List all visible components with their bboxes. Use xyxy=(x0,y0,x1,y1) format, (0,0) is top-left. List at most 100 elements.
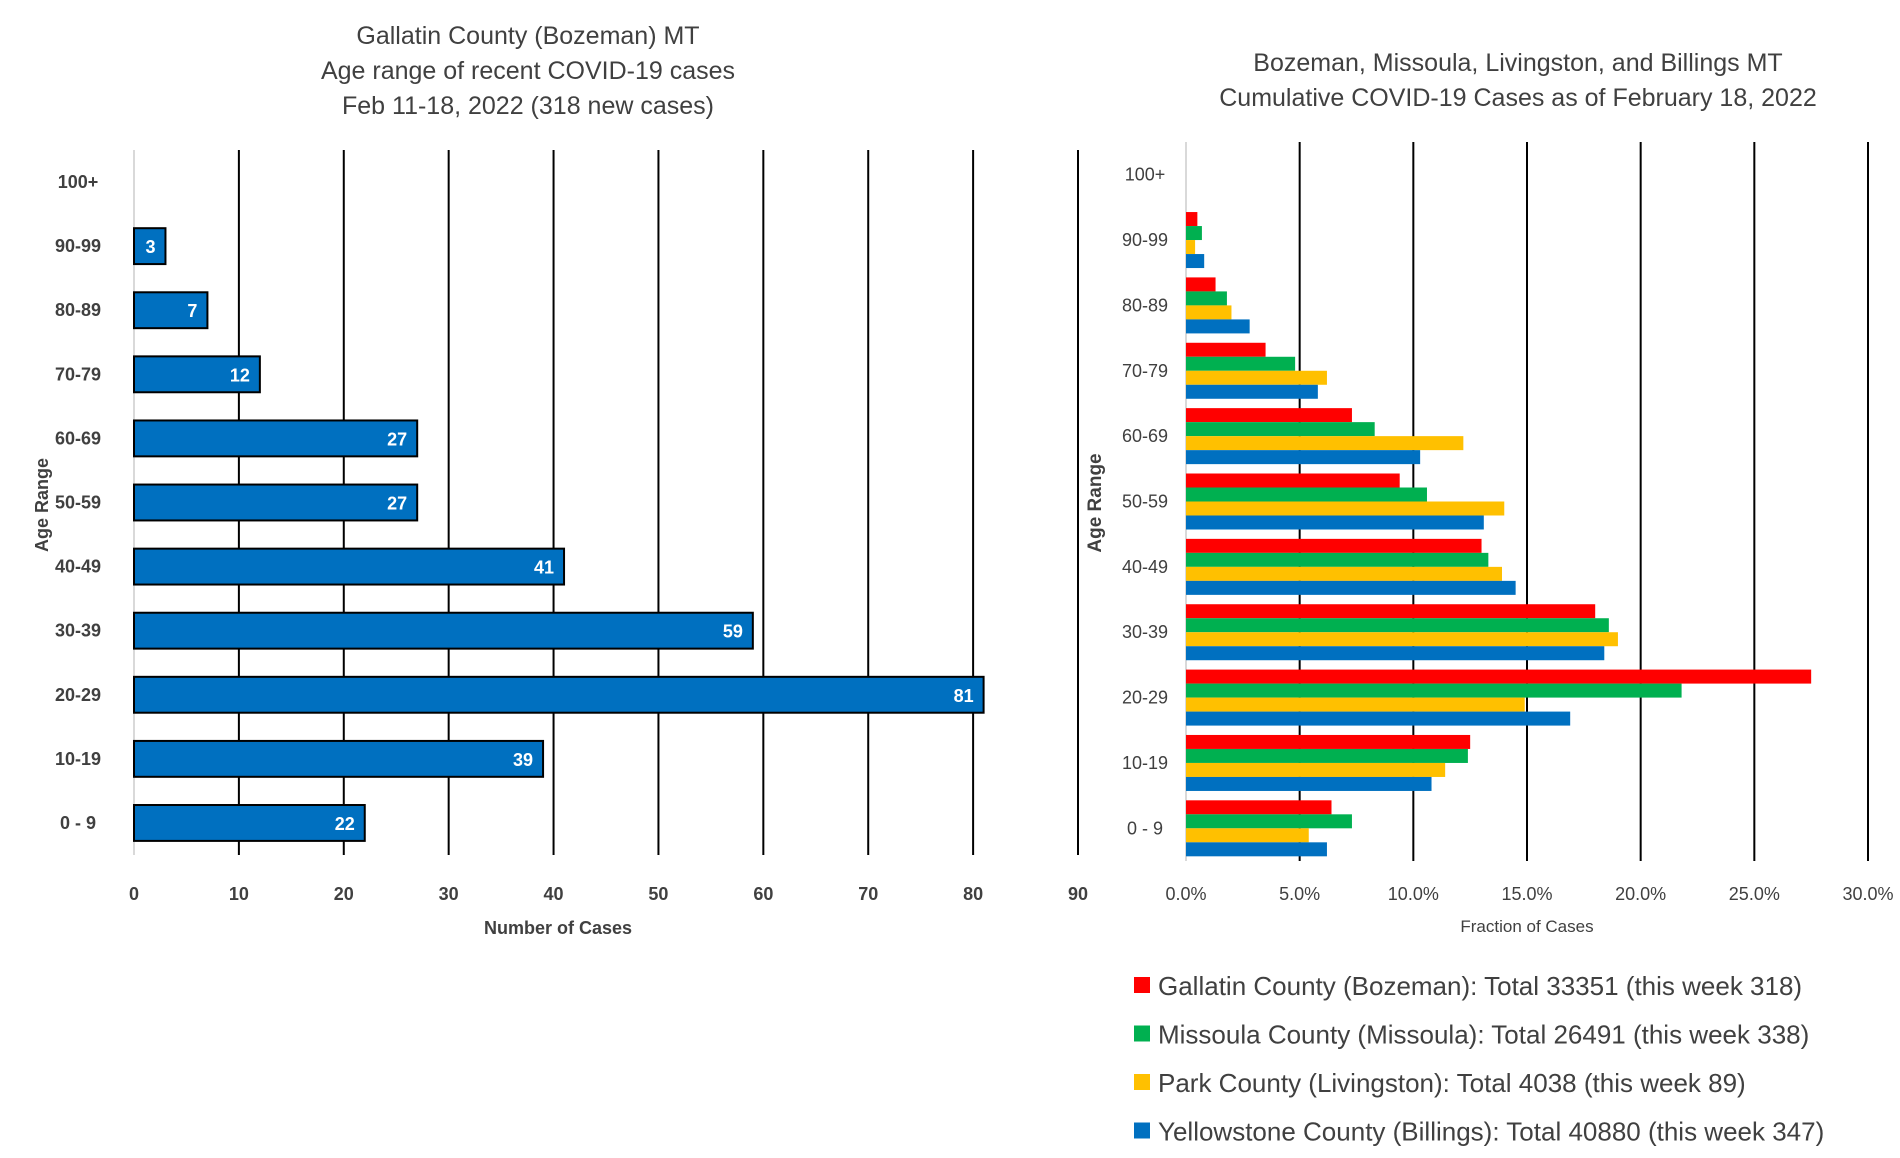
right-bar-4 xyxy=(1186,254,1205,269)
left-x-tick-label: 30 xyxy=(439,884,459,904)
right-y-axis-title: Age Range xyxy=(1085,453,1106,552)
right-bar-2 xyxy=(1186,814,1352,829)
left-y-tick-label: 100+ xyxy=(58,172,99,192)
right-chart: Bozeman, Missoula, Livingston, and Billi… xyxy=(1085,49,1894,1147)
right-bar-3 xyxy=(1186,632,1618,647)
left-y-tick-label: 10-19 xyxy=(55,749,101,769)
left-x-tick-label: 90 xyxy=(1068,884,1088,904)
right-x-tick-label: 15.0% xyxy=(1501,884,1552,904)
legend-swatch xyxy=(1134,1074,1150,1090)
right-bar-3 xyxy=(1186,305,1232,320)
right-bar-3 xyxy=(1186,697,1525,712)
right-y-tick-label: 100+ xyxy=(1125,165,1166,185)
left-bar xyxy=(133,739,545,778)
left-y-tick-label: 80-89 xyxy=(55,300,101,320)
right-bar-2 xyxy=(1186,356,1296,371)
right-bar-1 xyxy=(1186,212,1198,227)
right-bar-1 xyxy=(1186,604,1596,619)
left-bar-data-label: 27 xyxy=(387,494,407,514)
right-y-tick-label: 30-39 xyxy=(1122,622,1168,642)
left-bar xyxy=(133,547,566,586)
left-y-tick-label: 50-59 xyxy=(55,493,101,513)
left-bar xyxy=(133,419,419,458)
left-bar-data-label: 3 xyxy=(145,237,155,257)
right-x-tick-label: 30.0% xyxy=(1842,884,1893,904)
left-bar-data-label: 59 xyxy=(723,622,743,642)
right-bar-1 xyxy=(1186,669,1812,684)
right-bar-1 xyxy=(1186,473,1400,488)
right-x-tick-label: 10.0% xyxy=(1388,884,1439,904)
right-bar-1 xyxy=(1186,800,1332,815)
right-bar-4 xyxy=(1186,580,1516,595)
right-chart-title-line: Cumulative COVID-19 Cases as of February… xyxy=(1219,84,1817,112)
left-x-tick-label: 10 xyxy=(229,884,249,904)
legend-entry-label: Missoula County (Missoula): Total 26491 … xyxy=(1158,1020,1809,1050)
right-bar-4 xyxy=(1186,842,1327,857)
right-bar-1 xyxy=(1186,408,1352,423)
left-x-tick-label: 50 xyxy=(648,884,668,904)
right-bar-3 xyxy=(1186,828,1309,843)
right-bar-1 xyxy=(1186,342,1266,357)
left-bar-data-label: 7 xyxy=(187,301,197,321)
right-y-tick-label: 70-79 xyxy=(1122,361,1168,381)
right-bar-2 xyxy=(1186,748,1468,763)
legend-entry-label: Gallatin County (Bozeman): Total 33351 (… xyxy=(1158,971,1802,1001)
left-chart: Gallatin County (Bozeman) MT Age range of… xyxy=(32,22,1088,938)
right-y-tick-label: 60-69 xyxy=(1122,426,1168,446)
legend-swatch xyxy=(1134,1025,1150,1042)
legend-entry-label: Park County (Livingston): Total 4038 (th… xyxy=(1158,1068,1746,1098)
left-bar xyxy=(133,611,754,650)
right-bar-2 xyxy=(1186,683,1682,698)
left-y-tick-label: 90-99 xyxy=(55,236,101,256)
left-x-tick-label: 20 xyxy=(334,884,354,904)
left-y-tick-label: 70-79 xyxy=(55,364,101,384)
right-bar-4 xyxy=(1186,450,1421,465)
right-y-tick-label: 20-29 xyxy=(1122,688,1168,708)
left-bar xyxy=(133,227,167,266)
right-y-tick-label: 40-49 xyxy=(1122,557,1168,577)
left-y-tick-label: 60-69 xyxy=(55,428,101,448)
left-bar-data-label: 27 xyxy=(387,429,407,449)
right-y-tick-label: 0 - 9 xyxy=(1127,818,1163,838)
left-bar-data-label: 39 xyxy=(513,750,533,770)
right-bar-3 xyxy=(1186,762,1446,777)
right-bar-4 xyxy=(1186,319,1250,334)
legend-entry-label: Yellowstone County (Billings): Total 408… xyxy=(1158,1117,1824,1147)
left-x-tick-label: 80 xyxy=(963,884,983,904)
left-y-tick-label: 40-49 xyxy=(55,557,101,577)
left-y-tick-label: 0 - 9 xyxy=(60,813,96,833)
left-bar-data-label: 22 xyxy=(335,814,355,834)
left-bar xyxy=(133,355,261,394)
right-bar-3 xyxy=(1186,436,1464,451)
left-bar xyxy=(133,483,419,522)
left-bar xyxy=(133,804,366,842)
left-bar-data-label: 41 xyxy=(534,558,554,578)
legend-swatch xyxy=(1134,977,1150,993)
left-bar xyxy=(133,291,209,330)
left-chart-title-line: Age range of recent COVID-19 cases xyxy=(321,57,735,85)
right-bar-1 xyxy=(1186,277,1216,292)
right-bar-3 xyxy=(1186,566,1502,581)
right-chart-title-line: Bozeman, Missoula, Livingston, and Billi… xyxy=(1253,49,1782,77)
left-bar-data-label: 81 xyxy=(954,686,974,706)
right-bar-4 xyxy=(1186,515,1484,530)
right-bar-1 xyxy=(1186,734,1471,749)
right-bar-2 xyxy=(1186,291,1227,306)
right-bar-2 xyxy=(1186,487,1427,502)
left-x-tick-label: 0 xyxy=(129,884,139,904)
right-y-tick-label: 50-59 xyxy=(1122,492,1168,512)
left-chart-title-line: Gallatin County (Bozeman) MT xyxy=(356,22,699,50)
right-x-axis-title: Fraction of Cases xyxy=(1460,917,1593,936)
legend-swatch xyxy=(1134,1122,1150,1139)
right-bar-3 xyxy=(1186,370,1327,385)
left-bar xyxy=(133,675,985,714)
right-bar-4 xyxy=(1186,384,1318,399)
right-x-tick-label: 25.0% xyxy=(1729,884,1780,904)
right-x-tick-label: 5.0% xyxy=(1279,884,1320,904)
left-y-axis-title: Age Range xyxy=(32,458,52,552)
left-x-tick-label: 40 xyxy=(544,884,564,904)
right-bar-2 xyxy=(1186,422,1375,437)
left-x-axis-title: Number of Cases xyxy=(484,918,632,938)
